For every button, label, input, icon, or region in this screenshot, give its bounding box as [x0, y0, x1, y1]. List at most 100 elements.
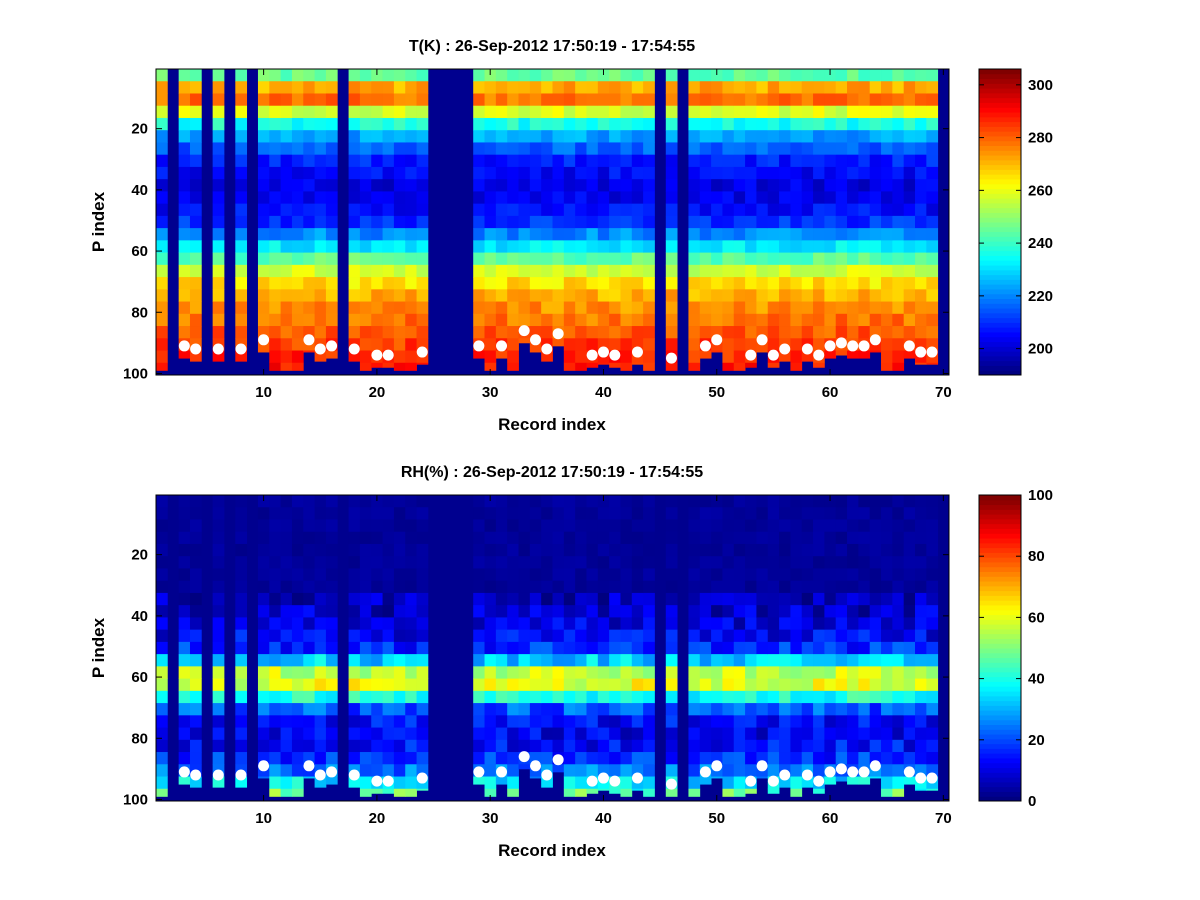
humidity-heatmap-cell: [688, 605, 701, 618]
temperature-heatmap-cell: [881, 313, 893, 327]
temperature-heatmap-column: [631, 69, 644, 365]
humidity-colorbar-swatch: [979, 538, 1021, 544]
temperature-heatmap-cell: [325, 313, 338, 327]
temperature-heatmap-cell: [903, 81, 916, 94]
temperature-heatmap-cell: [711, 301, 723, 315]
humidity-heatmap-column: [767, 495, 780, 794]
humidity-heatmap-cell: [586, 507, 599, 520]
humidity-heatmap-cell: [711, 568, 723, 582]
temperature-heatmap-cell: [858, 203, 871, 217]
temperature-heatmap-cell: [643, 350, 655, 364]
temperature-heatmap-cell: [473, 350, 485, 359]
temperature-heatmap-cell: [416, 301, 429, 315]
humidity-heatmap-cell: [688, 739, 701, 753]
temperature-heatmap-cell: [881, 142, 893, 156]
temperature-heatmap-cell: [291, 301, 304, 315]
temperature-heatmap-cell: [767, 154, 780, 168]
temperature-heatmap-cell: [813, 142, 825, 156]
humidity-heatmap-cell: [790, 580, 803, 594]
humidity-heatmap-cell: [745, 592, 757, 606]
temperature-colorbar-swatch: [979, 145, 1021, 151]
temperature-heatmap-cell: [756, 350, 769, 353]
humidity-heatmap-cell: [835, 495, 848, 508]
humidity-heatmap-cell: [393, 568, 406, 582]
humidity-heatmap-cell: [767, 592, 780, 606]
temperature-heatmap-cell: [348, 326, 361, 339]
humidity-heatmap-cell: [303, 580, 315, 594]
humidity-heatmap-cell: [495, 495, 508, 508]
humidity-heatmap-cell: [348, 519, 361, 533]
humidity-heatmap-cell: [416, 752, 429, 765]
temperature-heatmap-cell: [393, 252, 406, 266]
humidity-heatmap-cell: [779, 739, 791, 753]
humidity-heatmap-cell: [575, 543, 587, 557]
temperature-heatmap-cell: [314, 93, 327, 107]
temperature-heatmap-cell: [915, 179, 927, 192]
temperature-heatmap-cell: [824, 289, 837, 302]
temperature-heatmap-cell: [847, 81, 859, 94]
temperature-heatmap-cell: [257, 105, 270, 119]
temperature-heatmap-cell: [903, 252, 916, 266]
humidity-heatmap-column: [903, 495, 916, 785]
humidity-heatmap-cell: [631, 654, 644, 667]
humidity-heatmap-cell: [699, 629, 712, 643]
temperature-heatmap-cell: [733, 154, 746, 168]
temperature-heatmap-cell: [699, 240, 712, 253]
humidity-heatmap-cell: [881, 752, 893, 765]
temperature-heatmap-cell: [529, 277, 542, 290]
humidity-heatmap-cell: [665, 531, 678, 545]
temperature-heatmap-cell: [722, 117, 735, 131]
temperature-heatmap-cell: [745, 289, 757, 302]
temperature-heatmap-cell: [405, 203, 417, 217]
temperature-heatmap-cell: [529, 69, 542, 82]
humidity-chart-title: RH(%) : 26-Sep-2012 17:50:19 - 17:54:55: [401, 464, 703, 481]
humidity-heatmap-cell: [156, 641, 168, 655]
humidity-heatmap-cell: [767, 690, 780, 704]
temperature-heatmap-cell: [156, 362, 168, 371]
humidity-heatmap-cell: [688, 690, 701, 704]
temperature-heatmap-cell: [291, 338, 304, 351]
temperature-heatmap-cell: [643, 69, 655, 82]
temperature-heatmap-cell: [881, 326, 893, 339]
humidity-heatmap-cell: [212, 531, 225, 545]
humidity-heatmap-cell: [303, 543, 315, 557]
temperature-heatmap-cell: [393, 142, 406, 156]
humidity-colorbar-swatch: [979, 676, 1021, 682]
temperature-heatmap-cell: [631, 264, 644, 278]
temperature-heatmap-cell: [756, 117, 769, 131]
humidity-heatmap-cell: [597, 617, 610, 631]
humidity-heatmap-cell: [926, 605, 939, 618]
temperature-heatmap-cell: [790, 191, 803, 205]
humidity-heatmap-cell: [156, 703, 168, 716]
temperature-heatmap-cell: [303, 93, 315, 107]
temperature-heatmap-cell: [779, 289, 791, 302]
temperature-heatmap-cell: [665, 203, 678, 217]
humidity-heatmap-cell: [473, 727, 485, 741]
humidity-heatmap-cell: [869, 580, 882, 594]
temperature-heatmap-cell: [699, 191, 712, 205]
temperature-heatmap-cell: [416, 142, 429, 156]
temperature-heatmap-column: [609, 69, 621, 368]
temperature-heatmap-column: [824, 69, 837, 359]
temperature-heatmap-cell: [484, 142, 497, 156]
temperature-heatmap-cell: [495, 179, 508, 192]
humidity-heatmap-cell: [552, 739, 565, 753]
humidity-heatmap-cell: [314, 495, 327, 508]
temperature-heatmap-cell: [858, 154, 871, 168]
humidity-heatmap-cell: [722, 543, 735, 557]
humidity-heatmap-cell: [779, 556, 791, 569]
humidity-heatmap-cell: [473, 690, 485, 704]
humidity-heatmap-cell: [473, 519, 485, 533]
temperature-heatmap-cell: [779, 154, 791, 168]
temperature-heatmap-cell: [484, 252, 497, 266]
humidity-heatmap-cell: [156, 556, 168, 569]
humidity-colorbar-swatch: [979, 671, 1021, 678]
temperature-heatmap-cell: [563, 203, 576, 217]
temperature-heatmap-cell: [915, 130, 927, 143]
humidity-heatmap-cell: [733, 727, 746, 741]
temperature-heatmap-cell: [903, 326, 916, 339]
humidity-surface-marker: [745, 775, 757, 787]
temperature-heatmap-cell: [405, 69, 417, 82]
temperature-heatmap-cell: [405, 154, 417, 168]
temperature-heatmap-cell: [733, 326, 746, 339]
